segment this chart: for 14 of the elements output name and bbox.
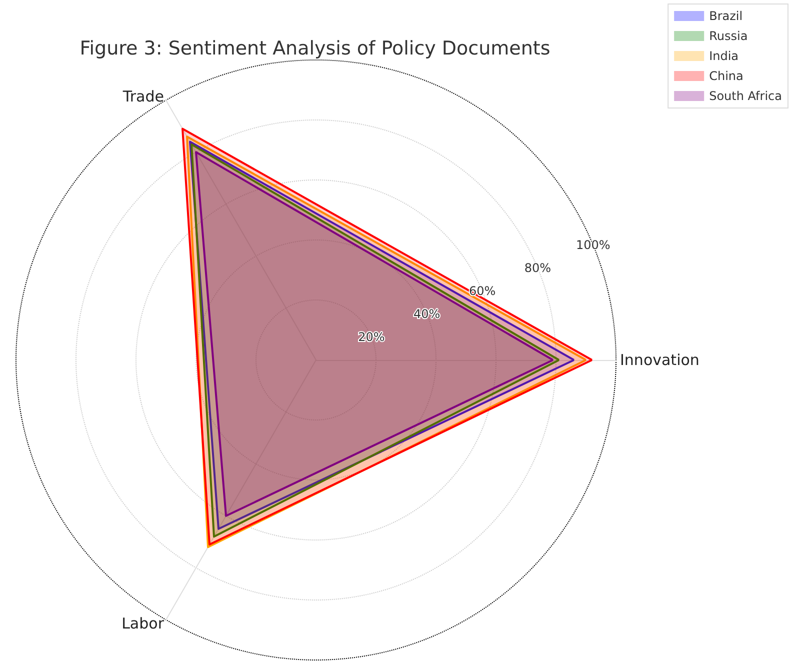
legend-label: Brazil — [709, 9, 743, 23]
y-tick-label: 80% — [524, 261, 552, 276]
spoke-label: Innovation — [620, 351, 700, 369]
legend-label: China — [709, 69, 744, 83]
y-tick-label: 20% — [358, 330, 385, 344]
legend-label: India — [709, 49, 739, 63]
spoke-label: Trade — [122, 88, 164, 106]
y-tick-label: 40% — [414, 307, 440, 322]
legend-label: South Africa — [709, 89, 782, 103]
y-tick-label: 100% — [576, 238, 610, 252]
y-tick-label: 60% — [468, 284, 496, 298]
text: Figure 3: Sentiment Analysis of Policy Documents — [80, 38, 550, 60]
spoke-label: Labor — [122, 614, 165, 632]
legend-label: Russia — [709, 29, 748, 43]
